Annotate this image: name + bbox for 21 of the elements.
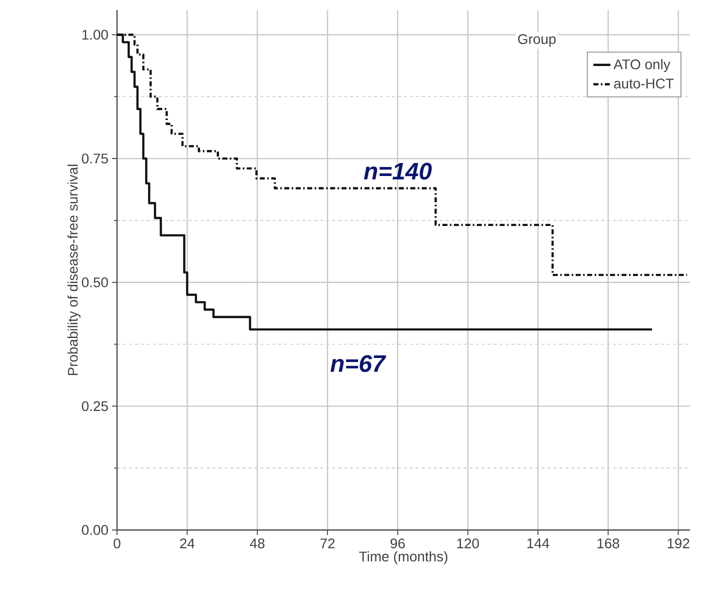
y-tick-label: 0.50 [82,277,108,288]
x-tick-label: 24 [180,538,195,548]
x-tick-label: 0 [114,538,120,548]
y-tick-label: 1.00 [82,30,108,40]
legend-label: ATO only [614,59,670,72]
y-axis-title: Probability of disease-free survival [67,164,80,376]
annotation: n=67 [330,355,386,372]
x-tick-label: 48 [250,538,264,548]
x-axis-title: Time (months) [359,551,448,564]
x-tick-label: 144 [527,538,550,548]
legend-title: Group [518,34,556,47]
annotation: n=140 [364,162,432,180]
x-tick-label: 96 [390,538,405,548]
x-tick-label: 120 [457,538,479,548]
x-tick-label: 72 [320,538,335,548]
x-tick-label: 168 [598,538,620,548]
x-tick-label: 192 [668,538,690,548]
y-tick-label: 0.75 [82,154,108,164]
y-tick-label: 0.25 [82,401,108,412]
legend-label: auto-HCT [614,78,674,89]
y-tick-label: 0.00 [82,525,108,535]
